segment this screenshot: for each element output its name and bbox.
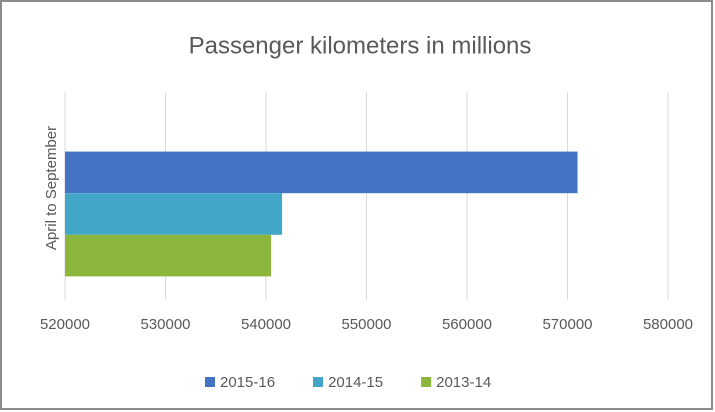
legend-label: 2013-14 xyxy=(436,374,491,391)
x-tick-label: 570000 xyxy=(542,316,592,333)
legend-label: 2015-16 xyxy=(220,374,275,391)
x-tick-label: 530000 xyxy=(140,316,190,333)
x-tick-label: 560000 xyxy=(442,316,492,333)
y-tick-label: April to September xyxy=(43,126,60,250)
bar xyxy=(65,193,283,235)
legend-label: 2014-15 xyxy=(328,374,383,391)
chart-title: Passenger kilometers in millions xyxy=(189,32,532,59)
bar xyxy=(65,234,272,277)
bar xyxy=(65,151,578,194)
x-tick-label: 550000 xyxy=(341,316,391,333)
x-tick-label: 520000 xyxy=(40,316,90,333)
legend-swatch xyxy=(205,377,215,387)
legend-swatch xyxy=(313,377,324,387)
x-tick-label: 580000 xyxy=(643,316,693,333)
x-tick-label: 540000 xyxy=(241,316,291,333)
legend-swatch xyxy=(421,377,432,387)
